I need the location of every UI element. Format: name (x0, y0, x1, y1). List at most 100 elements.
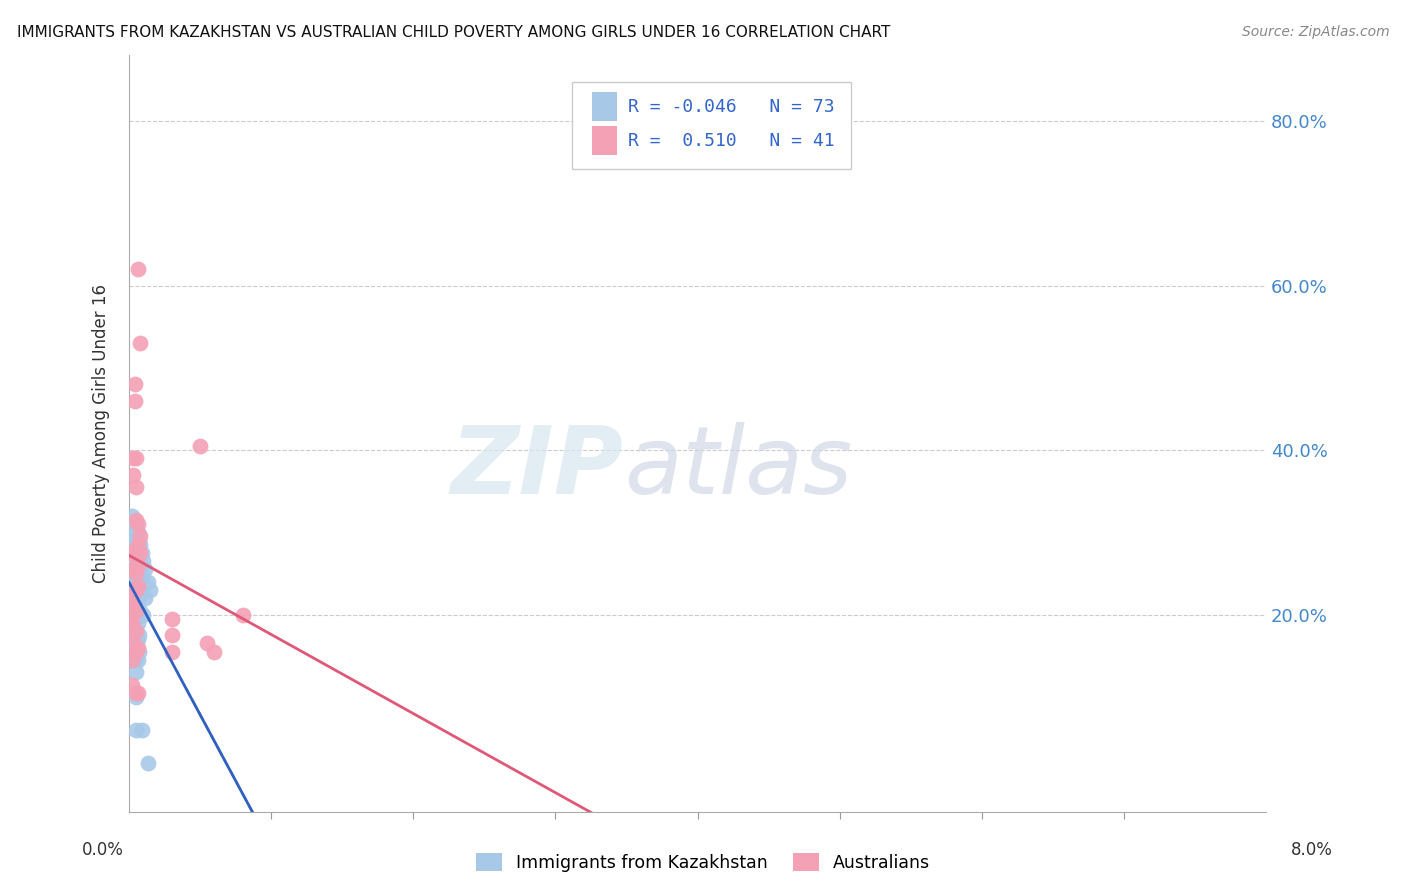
Point (125, 645, 148, 659)
Point (125, 665, 148, 680)
Point (121, 508, 143, 523)
FancyBboxPatch shape (572, 82, 851, 169)
Point (128, 628, 150, 642)
Point (136, 756, 159, 770)
Point (127, 262, 149, 277)
Point (125, 566, 148, 581)
Point (122, 632, 145, 647)
Point (160, 612, 183, 626)
Point (128, 574, 150, 589)
Point (127, 603, 149, 617)
Point (122, 541, 145, 556)
Point (127, 538, 149, 552)
Point (124, 393, 146, 408)
Point (188, 439, 211, 453)
Point (127, 686, 149, 700)
Point (127, 615, 149, 630)
Point (131, 571, 153, 585)
Point (125, 554, 148, 568)
Text: R = -0.046   N = 73: R = -0.046 N = 73 (628, 97, 835, 116)
Point (121, 546, 143, 560)
Point (118, 599, 141, 614)
Point (122, 451, 145, 466)
Point (128, 607, 150, 622)
Point (122, 579, 145, 593)
Point (160, 645, 183, 659)
Point (129, 336, 152, 351)
Point (125, 595, 148, 609)
Point (125, 582, 148, 597)
Point (125, 513, 148, 527)
Text: R =  0.510   N = 41: R = 0.510 N = 41 (628, 132, 835, 150)
Point (121, 582, 143, 597)
Point (131, 723, 153, 737)
Point (124, 571, 146, 585)
Point (122, 599, 145, 614)
Point (127, 517, 149, 532)
Point (136, 574, 159, 589)
Point (122, 620, 145, 634)
Point (128, 591, 150, 606)
Text: atlas: atlas (624, 422, 852, 513)
Point (127, 525, 149, 540)
Point (127, 640, 149, 655)
Point (125, 582, 148, 597)
Point (127, 558, 149, 573)
Point (121, 582, 143, 597)
Point (118, 612, 141, 626)
Point (124, 624, 146, 638)
Point (121, 562, 143, 576)
Point (118, 595, 141, 609)
Point (139, 582, 162, 597)
Point (124, 636, 146, 650)
Point (125, 603, 148, 617)
Point (121, 615, 143, 630)
Point (121, 574, 143, 589)
Point (125, 480, 148, 494)
Point (121, 607, 143, 622)
Point (125, 690, 148, 704)
Point (129, 538, 152, 552)
Point (125, 541, 148, 556)
Point (125, 686, 148, 700)
Point (121, 549, 143, 564)
Text: IMMIGRANTS FROM KAZAKHSTAN VS AUSTRALIAN CHILD POVERTY AMONG GIRLS UNDER 16 CORR: IMMIGRANTS FROM KAZAKHSTAN VS AUSTRALIAN… (17, 25, 890, 40)
Point (128, 554, 150, 568)
Point (127, 546, 149, 560)
Point (124, 587, 146, 601)
Point (121, 632, 143, 647)
Point (125, 451, 148, 466)
Point (124, 653, 146, 667)
Point (122, 591, 145, 606)
Point (132, 579, 155, 593)
Point (125, 723, 148, 737)
Point (232, 607, 254, 622)
Point (125, 566, 148, 581)
Point (129, 582, 152, 597)
Point (127, 653, 149, 667)
Point (134, 591, 156, 606)
Point (121, 562, 143, 576)
Point (125, 517, 148, 532)
Point (127, 566, 149, 581)
Point (127, 632, 149, 647)
FancyBboxPatch shape (592, 127, 617, 155)
Point (129, 603, 152, 617)
Point (129, 529, 152, 543)
Point (160, 628, 183, 642)
Point (125, 645, 148, 659)
Point (127, 579, 149, 593)
Point (124, 533, 146, 548)
Point (121, 653, 143, 667)
Point (132, 607, 155, 622)
Point (124, 558, 146, 573)
Text: 0.0%: 0.0% (82, 841, 124, 859)
Point (128, 533, 150, 548)
Point (125, 607, 148, 622)
Point (202, 645, 225, 659)
Point (125, 624, 148, 638)
Point (131, 546, 153, 560)
FancyBboxPatch shape (592, 92, 617, 121)
Point (125, 624, 148, 638)
Point (124, 612, 146, 626)
